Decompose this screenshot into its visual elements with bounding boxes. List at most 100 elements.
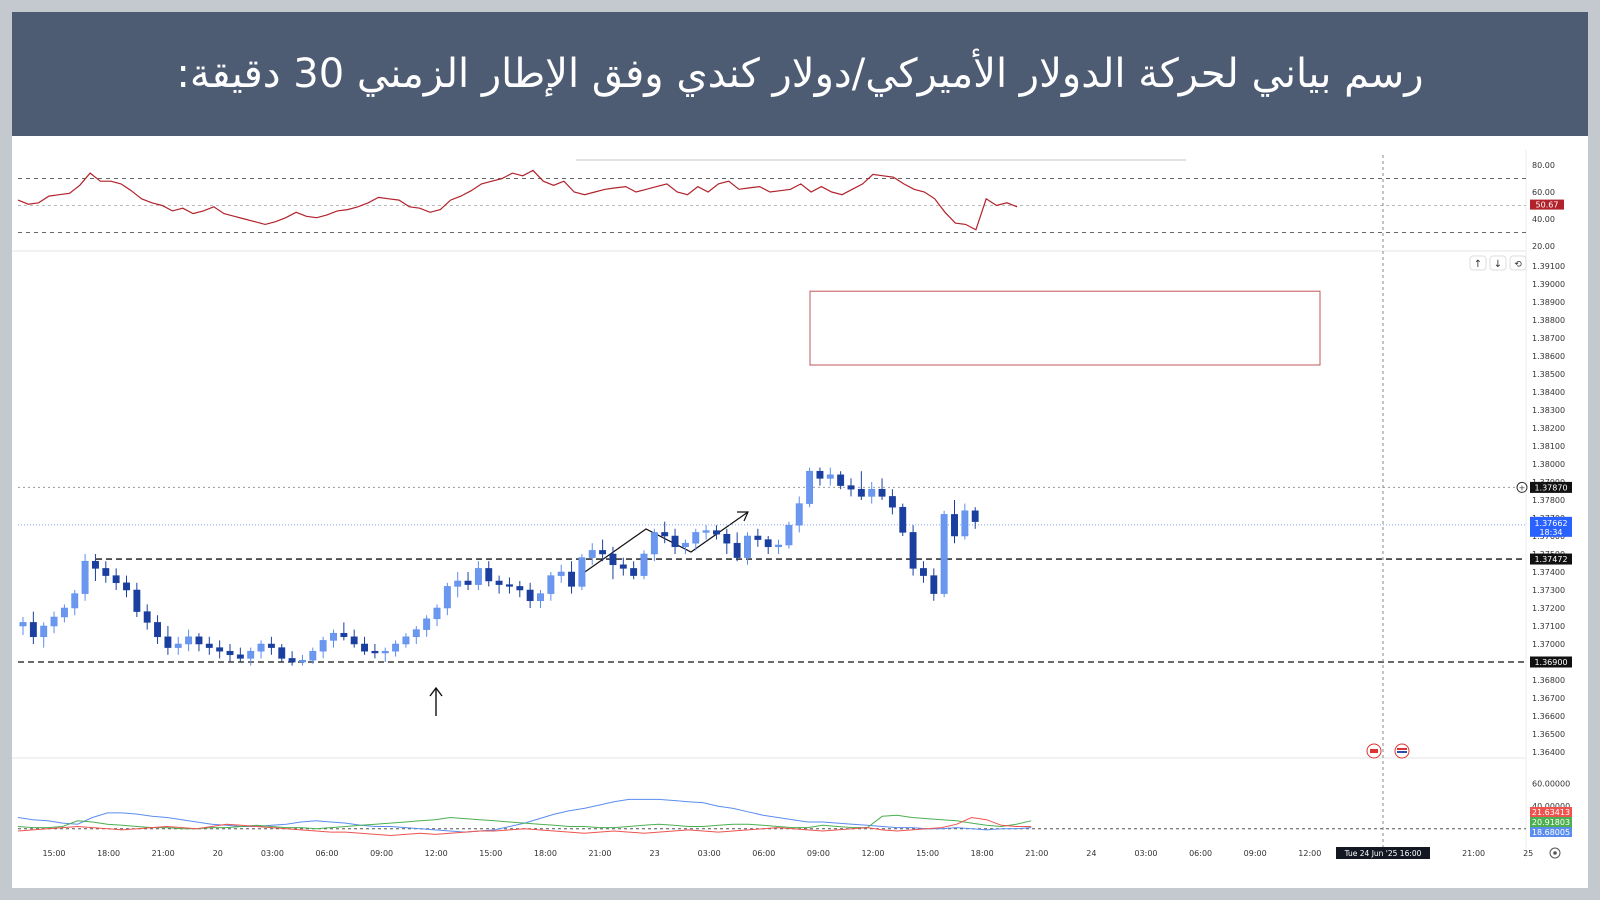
candle-body <box>381 650 389 654</box>
candle-body <box>526 589 534 602</box>
candle-body <box>733 542 741 558</box>
candle-body <box>764 539 772 548</box>
candle-body <box>681 542 689 548</box>
countdown-label: 18:34 <box>1539 528 1562 537</box>
price-tick-label: 1.38500 <box>1532 370 1565 379</box>
candle-body <box>744 535 751 558</box>
candle-body <box>723 533 731 544</box>
candle-body <box>785 524 793 546</box>
candle-body <box>795 503 803 526</box>
candle-body <box>412 629 420 638</box>
price-tick-label: 1.37400 <box>1532 568 1565 577</box>
candle-body <box>50 616 58 627</box>
level-price-label: 1.37472 <box>1534 555 1567 564</box>
candle-body <box>443 586 451 609</box>
candle-body <box>951 514 958 537</box>
arrow-up-icon: ↑ <box>1474 259 1482 270</box>
candle-body <box>340 632 348 638</box>
price-tick-label: 1.38200 <box>1532 424 1565 433</box>
scroll-down-button[interactable] <box>1489 255 1507 271</box>
time-tick-label: 24 <box>1086 849 1096 858</box>
candle-body <box>930 575 938 594</box>
time-tick-label: 18:00 <box>97 849 120 858</box>
price-tick-label: 1.39100 <box>1532 262 1565 271</box>
candle-body <box>71 593 79 609</box>
candle-body <box>495 580 503 585</box>
current-price-tag <box>1530 516 1572 537</box>
price-tick-label: 1.37100 <box>1532 622 1565 631</box>
zigzag-arrowhead <box>737 511 749 522</box>
candle-body <box>650 532 658 555</box>
candle-body <box>702 530 710 533</box>
scroll-up-button[interactable] <box>1469 255 1487 271</box>
candle-body <box>671 535 679 548</box>
price-tick-label: 1.37200 <box>1532 604 1565 613</box>
candle-body <box>516 586 524 591</box>
time-tick-label: 23 <box>650 849 660 858</box>
price-tick-label: 1.38600 <box>1532 352 1565 361</box>
add-alert-icon[interactable] <box>1516 481 1528 493</box>
candle-body <box>506 584 513 587</box>
candle-body <box>402 636 410 645</box>
rsi-tick-label: 60.00 <box>1532 188 1555 197</box>
price-tick-label: 1.38000 <box>1532 460 1565 469</box>
reset-scale-button[interactable] <box>1509 255 1527 271</box>
settings-icon-core <box>1553 851 1557 855</box>
candle-body <box>19 622 27 627</box>
candle-body <box>878 488 886 497</box>
time-tick-label: 09:00 <box>1244 849 1267 858</box>
candle-body <box>257 643 265 652</box>
crosshair-time-tag <box>1336 847 1430 859</box>
candle-body <box>174 643 182 648</box>
candle-body <box>216 647 224 652</box>
rsi-value-label: 50.67 <box>1536 201 1559 210</box>
settings-icon[interactable] <box>1549 847 1561 859</box>
candle-body <box>278 647 286 659</box>
time-tick-label: 12:00 <box>861 849 884 858</box>
candle-body <box>909 532 917 569</box>
candle-body <box>619 564 627 569</box>
price-axis: 1.39100 1.39000 1.38900 1.38800 1.38700 1.386… <box>1516 262 1572 757</box>
price-tick-label: 1.38300 <box>1532 406 1565 415</box>
candle-body <box>806 470 814 504</box>
adx-value-label: 21.63413 <box>1532 808 1570 817</box>
adx-tick-label: 60.00000 <box>1532 780 1570 789</box>
time-tick-label: 15:00 <box>916 849 939 858</box>
candle-body <box>588 550 596 558</box>
candle-body <box>123 582 130 591</box>
candle-body <box>454 580 462 587</box>
candle-body <box>392 643 400 652</box>
price-tick-label: 1.37000 <box>1532 640 1565 649</box>
time-tick-label: 06:00 <box>752 849 775 858</box>
rsi-line <box>17 169 1018 231</box>
price-tick-label: 1.38700 <box>1532 334 1565 343</box>
rsi-tick-label: 20.00 <box>1532 242 1555 251</box>
us-flag-canton <box>1397 751 1407 753</box>
candle-body <box>826 474 834 479</box>
target-zone-rectangle[interactable] <box>809 290 1321 366</box>
time-tick-label: 15:00 <box>42 849 65 858</box>
time-tick-label: 09:00 <box>370 849 393 858</box>
time-tick-label: 03:00 <box>698 849 721 858</box>
candle-body <box>267 643 275 648</box>
candle-body <box>226 650 234 656</box>
candle-body <box>205 643 213 648</box>
candle-body <box>775 544 782 548</box>
adx-value-tag <box>1530 817 1572 827</box>
candle-body <box>713 530 720 535</box>
candle-body <box>309 650 317 661</box>
candle-body <box>857 488 865 497</box>
candle-body <box>868 488 876 497</box>
candle-body <box>92 560 99 569</box>
candle-body <box>547 575 555 594</box>
candle-body <box>433 607 441 620</box>
candle-body <box>630 568 638 576</box>
adx-value-tag <box>1530 807 1572 817</box>
candle-body <box>288 658 296 663</box>
time-tick-label: 12:00 <box>425 849 448 858</box>
candle-body <box>485 568 493 582</box>
candle-body <box>154 622 162 638</box>
price-tick-label: 1.36800 <box>1532 676 1565 685</box>
